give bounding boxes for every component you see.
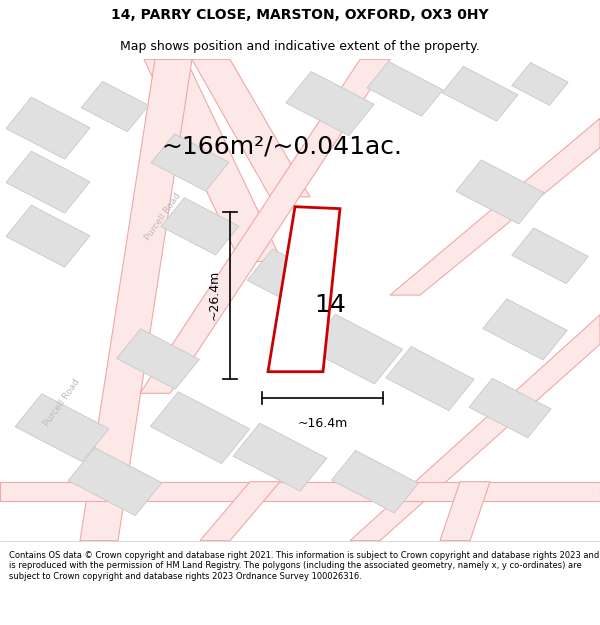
- Polygon shape: [367, 61, 443, 116]
- Polygon shape: [200, 482, 280, 541]
- Polygon shape: [140, 59, 390, 393]
- Polygon shape: [6, 97, 90, 159]
- Polygon shape: [350, 315, 600, 541]
- Polygon shape: [81, 81, 149, 132]
- Text: Map shows position and indicative extent of the property.: Map shows position and indicative extent…: [120, 40, 480, 52]
- Text: ~26.4m: ~26.4m: [208, 270, 221, 320]
- Polygon shape: [116, 329, 199, 389]
- Polygon shape: [469, 378, 551, 438]
- Text: Purcell Road: Purcell Road: [143, 191, 183, 242]
- Polygon shape: [386, 346, 474, 411]
- Text: 14: 14: [314, 293, 346, 317]
- Text: ~166m²/~0.041ac.: ~166m²/~0.041ac.: [161, 134, 403, 158]
- Text: ~16.4m: ~16.4m: [298, 418, 347, 431]
- Polygon shape: [512, 228, 588, 284]
- Polygon shape: [192, 59, 310, 197]
- Polygon shape: [15, 394, 109, 462]
- Polygon shape: [161, 198, 239, 255]
- Polygon shape: [68, 448, 162, 516]
- Polygon shape: [6, 205, 90, 267]
- Text: 14, PARRY CLOSE, MARSTON, OXFORD, OX3 0HY: 14, PARRY CLOSE, MARSTON, OXFORD, OX3 0H…: [111, 8, 489, 22]
- Polygon shape: [332, 451, 418, 513]
- Polygon shape: [80, 59, 192, 541]
- Polygon shape: [144, 59, 282, 261]
- Polygon shape: [6, 151, 90, 213]
- Polygon shape: [151, 134, 229, 191]
- Polygon shape: [286, 71, 374, 136]
- Text: Contains OS data © Crown copyright and database right 2021. This information is : Contains OS data © Crown copyright and d…: [9, 551, 599, 581]
- Polygon shape: [247, 249, 333, 312]
- Polygon shape: [390, 118, 600, 295]
- Polygon shape: [483, 299, 567, 360]
- Polygon shape: [0, 482, 600, 501]
- Polygon shape: [233, 423, 327, 491]
- Polygon shape: [512, 62, 568, 105]
- Text: Purcell Road: Purcell Road: [42, 378, 82, 429]
- Polygon shape: [456, 160, 544, 224]
- Polygon shape: [268, 207, 340, 372]
- Polygon shape: [307, 314, 403, 384]
- Polygon shape: [442, 66, 518, 121]
- Polygon shape: [440, 482, 490, 541]
- Polygon shape: [151, 392, 250, 464]
